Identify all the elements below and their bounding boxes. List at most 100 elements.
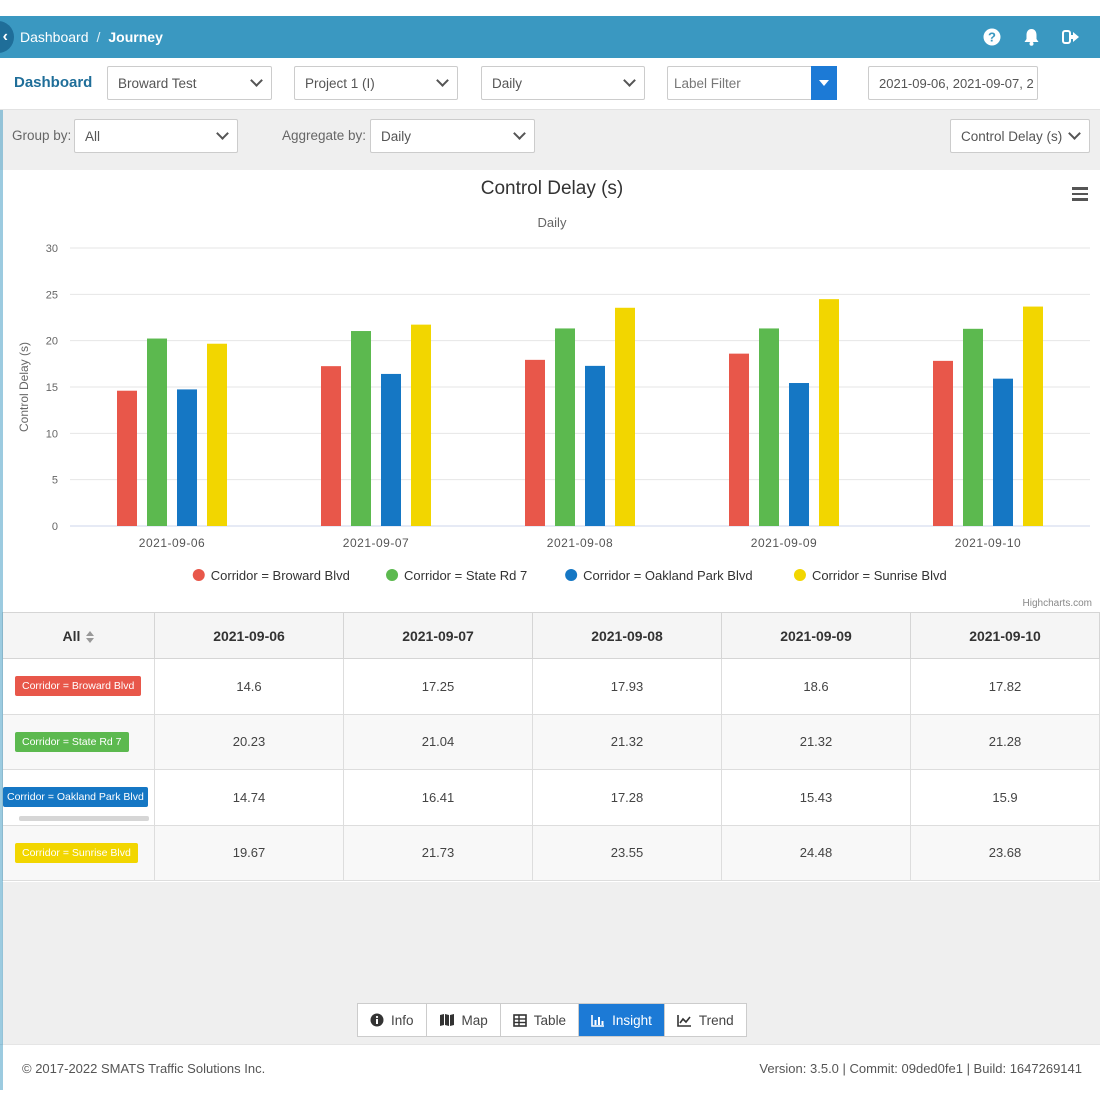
label-filter-input[interactable]: Label Filter: [667, 66, 837, 100]
legend-label: Corridor = State Rd 7: [404, 568, 527, 583]
y-tick-label: 0: [52, 521, 58, 533]
column-header[interactable]: 2021-09-07: [343, 612, 533, 659]
chart-credits[interactable]: Highcharts.com: [1022, 598, 1092, 609]
legend-label: Corridor = Oakland Park Blvd: [583, 568, 752, 583]
row-label-cell: Corridor = Broward Blvd: [2, 658, 155, 715]
table-cell: 23.55: [532, 824, 722, 881]
table-row: Corridor = State Rd 7 20.23 21.04 21.32 …: [2, 713, 1100, 770]
column-header[interactable]: 2021-09-09: [721, 612, 911, 659]
table-cell: 21.73: [343, 824, 533, 881]
column-header[interactable]: 2021-09-10: [910, 612, 1100, 659]
bar: [759, 328, 779, 526]
legend-marker: [386, 569, 399, 581]
x-tick-label: 2021-09-10: [955, 536, 1021, 550]
help-icon[interactable]: ?: [983, 28, 1001, 46]
site-select[interactable]: Broward Test: [107, 66, 272, 100]
label-filter-dropdown-button[interactable]: [811, 66, 837, 100]
tab-table-label: Table: [533, 1012, 567, 1028]
group-by-value: All: [85, 128, 101, 144]
bell-icon[interactable]: [1023, 28, 1040, 46]
tab-insight-label: Insight: [612, 1012, 652, 1028]
chevron-down-icon: [216, 127, 229, 140]
metric-select[interactable]: Control Delay (s): [950, 119, 1090, 153]
table-cell: 17.82: [910, 658, 1100, 715]
table-cell: 17.28: [532, 769, 722, 826]
bar-chart: 0 5 10 15 20 25 30 Control Delay (s) 2021-09-06 2…: [17, 243, 1090, 583]
table-cell: 23.68: [910, 824, 1100, 881]
breadcrumb-dashboard[interactable]: Dashboard: [20, 29, 89, 45]
y-tick-label: 5: [52, 475, 58, 487]
table-cell: 17.25: [343, 658, 533, 715]
table-cell: 21.28: [910, 713, 1100, 770]
x-tick-label: 2021-09-08: [547, 536, 613, 550]
column-header[interactable]: 2021-09-08: [532, 612, 722, 659]
bar: [147, 338, 167, 526]
period-select-value: Daily: [492, 75, 523, 91]
chart-panel: Control Delay (s) Daily 0 5 10 15 20 25 30 Cont…: [4, 170, 1100, 612]
y-tick-label: 20: [46, 336, 58, 348]
date-range-input[interactable]: 2021-09-06, 2021-09-07, 2: [868, 66, 1038, 100]
logout-icon[interactable]: [1062, 29, 1080, 45]
bar: [117, 390, 137, 526]
data-table: All 2021-09-06 2021-09-07 2021-09-08 202…: [2, 612, 1100, 881]
group-by-bar: Group by: All Aggregate by: Daily Contro…: [0, 110, 1100, 170]
svg-text:?: ?: [988, 30, 996, 45]
aggregate-by-select[interactable]: Daily: [370, 119, 535, 153]
project-select-value: Project 1 (I): [305, 75, 375, 91]
table-cell: 21.32: [721, 713, 911, 770]
bar: [351, 331, 371, 526]
chevron-left-icon[interactable]: ‹: [0, 21, 14, 53]
tab-info-label: Info: [391, 1012, 414, 1028]
y-tick-label: 15: [46, 382, 58, 394]
chevron-down-icon: [513, 127, 526, 140]
table-icon: [512, 1013, 527, 1027]
dashboard-title[interactable]: Dashboard: [14, 74, 93, 91]
table-cell: 17.93: [532, 658, 722, 715]
metric-select-value: Control Delay (s): [961, 128, 1063, 144]
tab-info[interactable]: Info: [358, 1004, 427, 1036]
table-cell: 21.04: [343, 713, 533, 770]
bar: [615, 307, 635, 526]
tab-trend[interactable]: Trend: [665, 1004, 746, 1036]
tab-map[interactable]: Map: [427, 1004, 501, 1036]
project-select[interactable]: Project 1 (I): [294, 66, 458, 100]
period-select[interactable]: Daily: [481, 66, 645, 100]
bar: [789, 383, 809, 526]
table-cell: 19.67: [154, 824, 344, 881]
corridor-tag: Corridor = State Rd 7: [15, 731, 129, 752]
chart-icon: [591, 1014, 605, 1027]
chart-menu-icon[interactable]: [1072, 187, 1088, 204]
sort-icon: [86, 631, 94, 643]
corridor-tag: Corridor = Broward Blvd: [15, 676, 142, 697]
chevron-down-icon: [623, 74, 636, 87]
bar: [381, 373, 401, 526]
table-corner-header[interactable]: All: [2, 612, 155, 659]
y-axis-title: Control Delay (s): [17, 342, 31, 432]
table-corner-label: All: [62, 627, 81, 644]
y-tick-label: 10: [46, 428, 58, 440]
label-filter-placeholder: Label Filter: [674, 75, 741, 91]
table-cell: 24.48: [721, 824, 911, 881]
table-cell: 18.6: [721, 658, 911, 715]
trend-icon: [677, 1014, 691, 1027]
bar: [993, 378, 1013, 526]
footer: © 2017-2022 SMATS Traffic Solutions Inc.…: [0, 1044, 1100, 1090]
bar: [321, 366, 341, 526]
x-tick-label: 2021-09-07: [343, 536, 409, 550]
tab-table[interactable]: Table: [501, 1004, 580, 1036]
column-header[interactable]: 2021-09-06: [154, 612, 344, 659]
bar: [933, 360, 953, 526]
table-cell: 15.9: [910, 769, 1100, 826]
top-navigation-bar: ‹ Dashboard / Journey ?: [0, 16, 1100, 58]
tab-insight[interactable]: Insight: [579, 1004, 665, 1036]
group-by-select[interactable]: All: [74, 119, 238, 153]
table-cell: 14.6: [154, 658, 344, 715]
chart-subtitle: Daily: [537, 215, 567, 230]
filter-bar: Dashboard Broward Test Project 1 (I) Dai…: [0, 58, 1100, 110]
x-tick-label: 2021-09-09: [751, 536, 817, 550]
copyright-text: © 2017-2022 SMATS Traffic Solutions Inc.: [22, 1061, 266, 1076]
bar: [207, 343, 227, 526]
horizontal-scrollbar[interactable]: [19, 815, 149, 821]
view-tabs: Info Map Table Insight Trend: [357, 1003, 747, 1037]
bar: [525, 359, 545, 526]
